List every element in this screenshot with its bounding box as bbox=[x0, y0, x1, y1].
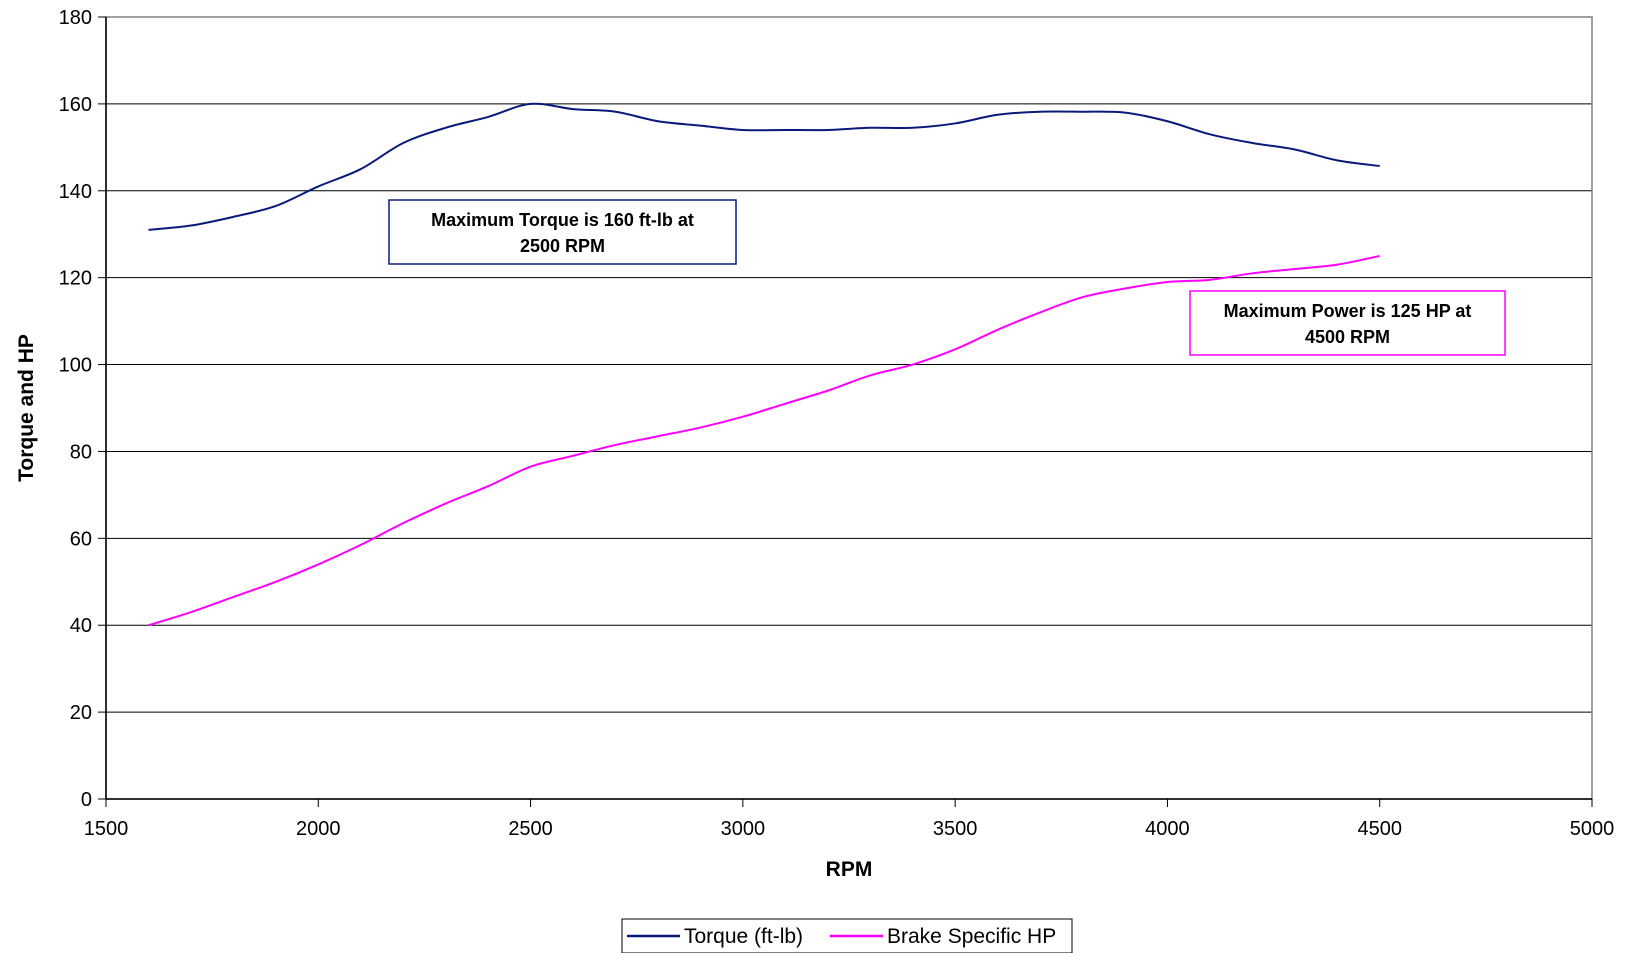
y-tick-label: 100 bbox=[59, 355, 92, 377]
y-tick-label: 60 bbox=[70, 528, 92, 550]
gridlines bbox=[106, 103, 1592, 713]
torque-annotation: Maximum Torque is 160 ft-lb at 2500 RPM bbox=[388, 199, 737, 265]
x-tick-label: 4500 bbox=[1357, 818, 1402, 840]
torque-annotation-box bbox=[388, 199, 737, 265]
x-tick-label: 3000 bbox=[721, 818, 766, 840]
y-tick-label: 80 bbox=[70, 441, 92, 463]
series-line-hp bbox=[148, 254, 1380, 627]
power-annotation-box bbox=[1189, 290, 1506, 356]
x-tick-label: 2000 bbox=[296, 818, 341, 840]
power-annotation-line1: Maximum Power is 125 HP at bbox=[1224, 301, 1472, 321]
torque-annotation-line1: Maximum Torque is 160 ft-lb at bbox=[431, 210, 694, 230]
legend: Torque (ft-lb) Brake Specific HP bbox=[621, 918, 1073, 953]
x-tick-label: 1500 bbox=[84, 818, 129, 840]
legend-label-torque: Torque (ft-lb) bbox=[684, 925, 803, 948]
y-tick-label: 0 bbox=[81, 789, 92, 811]
y-tick-label: 180 bbox=[59, 7, 92, 29]
x-tick-label: 4000 bbox=[1145, 818, 1190, 840]
x-tick-label: 2500 bbox=[508, 818, 553, 840]
torque-annotation-line2: 2500 RPM bbox=[520, 236, 605, 256]
axes: 0 20 40 60 80 100 120 140 160 180 1500 2000 2500 3000… bbox=[59, 7, 1615, 840]
y-axis-title: Torque and HP bbox=[15, 334, 38, 482]
y-tick-label: 140 bbox=[59, 181, 92, 203]
x-tick-label: 5000 bbox=[1570, 818, 1615, 840]
power-annotation: Maximum Power is 125 HP at 4500 RPM bbox=[1189, 290, 1506, 356]
power-annotation-line2: 4500 RPM bbox=[1305, 327, 1390, 347]
series-line-torque bbox=[148, 102, 1380, 231]
y-tick-label: 40 bbox=[70, 615, 92, 637]
y-tick-label: 20 bbox=[70, 702, 92, 724]
x-axis-title: RPM bbox=[826, 858, 873, 881]
plot-area bbox=[105, 16, 1593, 800]
y-tick-label: 120 bbox=[59, 268, 92, 290]
series bbox=[148, 102, 1380, 627]
y-tick-label: 160 bbox=[59, 94, 92, 116]
x-tick-label: 3500 bbox=[933, 818, 978, 840]
legend-label-hp: Brake Specific HP bbox=[887, 925, 1056, 948]
